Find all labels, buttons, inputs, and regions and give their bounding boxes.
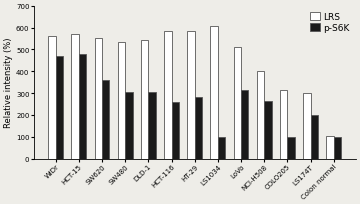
- Bar: [56, 57, 63, 159]
- Bar: [125, 92, 132, 159]
- Bar: [264, 101, 272, 159]
- Bar: [95, 39, 102, 159]
- Bar: [280, 90, 287, 159]
- Bar: [148, 92, 156, 159]
- Bar: [172, 102, 179, 159]
- Bar: [311, 115, 318, 159]
- Bar: [287, 137, 295, 159]
- Bar: [257, 72, 264, 159]
- Y-axis label: Relative intensity (%): Relative intensity (%): [4, 38, 13, 128]
- Bar: [79, 54, 86, 159]
- Bar: [327, 136, 334, 159]
- Bar: [195, 98, 202, 159]
- Legend: LRS, p-S6K: LRS, p-S6K: [309, 11, 351, 35]
- Bar: [164, 32, 172, 159]
- Bar: [48, 37, 56, 159]
- Bar: [234, 48, 241, 159]
- Bar: [334, 137, 341, 159]
- Bar: [218, 137, 225, 159]
- Bar: [303, 94, 311, 159]
- Bar: [241, 90, 248, 159]
- Bar: [211, 27, 218, 159]
- Bar: [118, 42, 125, 159]
- Bar: [71, 35, 79, 159]
- Bar: [187, 32, 195, 159]
- Bar: [102, 81, 109, 159]
- Bar: [141, 40, 148, 159]
